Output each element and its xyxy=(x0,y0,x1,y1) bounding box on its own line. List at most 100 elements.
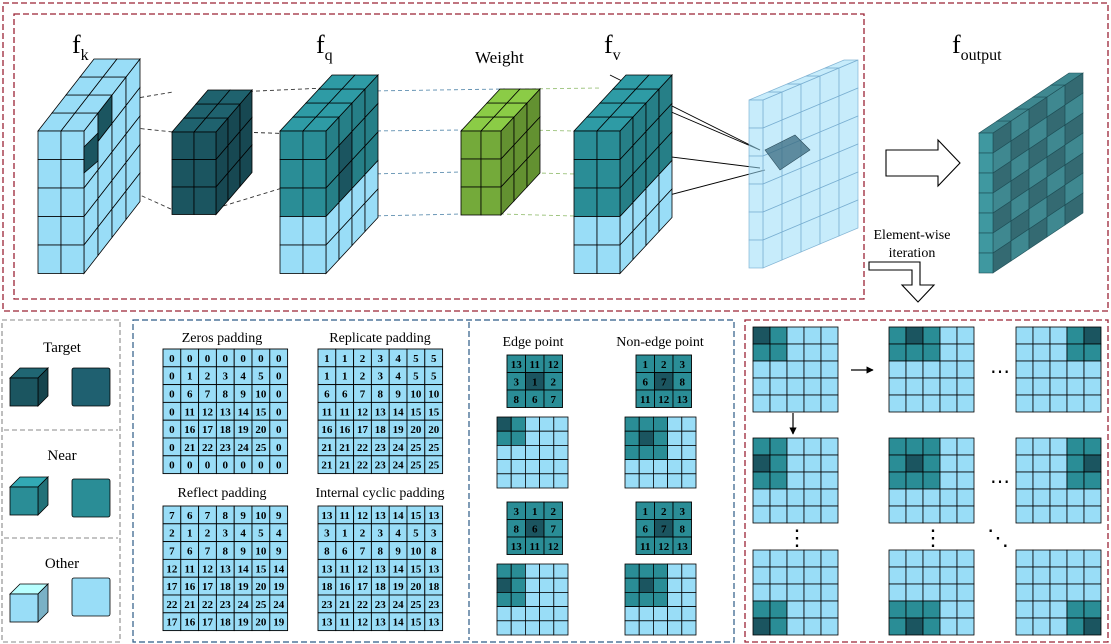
grid-cell-value: 11 xyxy=(184,406,194,418)
grid-cell xyxy=(681,430,697,446)
grid-cell-value: 0 xyxy=(258,460,264,472)
transparent-volume xyxy=(748,59,859,269)
volume-front-cell xyxy=(480,158,502,188)
grid-cell xyxy=(667,473,683,489)
reflect-padding-title: Reflect padding xyxy=(177,486,266,501)
grid-cell-value: 2 xyxy=(205,528,211,540)
grid-cell xyxy=(1083,617,1102,636)
grid-cell xyxy=(624,592,640,608)
grid-cell-value: 10 xyxy=(255,510,267,522)
grid-cell-value: 12 xyxy=(166,563,178,575)
grid-cell xyxy=(553,606,569,622)
grid-cell xyxy=(922,488,941,507)
grid-cell-value: 4 xyxy=(395,371,401,383)
grid-cell xyxy=(681,444,697,460)
grid-cell xyxy=(525,606,541,622)
grid-cell xyxy=(1083,566,1102,585)
grid-cell xyxy=(803,454,822,473)
grid-cell xyxy=(1083,437,1102,456)
grid-cell-value: 9 xyxy=(276,510,282,522)
volume-front-cell xyxy=(302,130,327,160)
grid-cell xyxy=(553,620,569,636)
grid-cell-value: 15 xyxy=(255,563,267,575)
grid-cell-value: 12 xyxy=(357,510,369,522)
grid-cell-value: 0 xyxy=(187,353,193,365)
grid-cell xyxy=(939,505,958,524)
grid-cell xyxy=(905,343,924,362)
grid-cell-value: 14 xyxy=(393,617,405,629)
grid-cell xyxy=(638,592,654,608)
weight-to-fv-line-4 xyxy=(499,213,576,217)
nonedge-point-grid-a: 1 2 36 7 811 12 13 xyxy=(635,354,692,408)
volume-front-cell xyxy=(60,159,85,189)
grid-cell xyxy=(543,389,563,408)
grid-cell-value: 12 xyxy=(548,541,560,553)
grid-cell xyxy=(496,473,512,489)
zeros-padding-title: Zeros padding xyxy=(182,331,262,346)
grid-cell xyxy=(269,455,289,475)
grid-cell-value: 8 xyxy=(680,523,686,535)
grid-cell xyxy=(496,563,512,579)
grid-cell xyxy=(1066,454,1085,473)
grid-cell xyxy=(1083,600,1102,619)
weight-to-fv-line-1 xyxy=(524,87,601,90)
grid-cell xyxy=(624,577,640,593)
grid-cell-value: 0 xyxy=(258,353,264,365)
grid-cell-value: 11 xyxy=(530,541,540,553)
grid-cell-value: 6 xyxy=(643,523,649,535)
volume-front-cell xyxy=(480,186,502,216)
grid-cell xyxy=(956,471,975,490)
grid-cell-value: 3 xyxy=(378,371,384,383)
grid-cell xyxy=(510,473,526,489)
fq-to-weight-line-1 xyxy=(369,88,506,92)
edge-point-map-a xyxy=(496,416,569,489)
grid-cell xyxy=(653,416,669,432)
grid-cell xyxy=(1015,471,1034,490)
grid-cell-value: 0 xyxy=(169,371,175,383)
volume-front-cell xyxy=(596,130,621,160)
grid-cell-value: 13 xyxy=(375,510,387,522)
grid-cell xyxy=(638,620,654,636)
grid-cell xyxy=(424,612,444,632)
grid-cell xyxy=(922,394,941,413)
volume-front-cell xyxy=(978,152,994,174)
grid-cell xyxy=(939,394,958,413)
volume-front-cell xyxy=(596,216,621,246)
grid-cell-value: 13 xyxy=(428,617,440,629)
iter-grid-r2-c2 xyxy=(888,437,975,524)
grid-cell xyxy=(905,377,924,396)
grid-cell-value: 2 xyxy=(551,376,557,388)
grid-cell xyxy=(1066,617,1085,636)
grid-cell xyxy=(939,488,958,507)
grid-cell-value: 19 xyxy=(273,581,285,593)
grid-cell xyxy=(956,394,975,413)
grid-cell-value: 9 xyxy=(395,546,401,558)
grid-cell xyxy=(1032,394,1051,413)
grid-cell xyxy=(752,617,771,636)
grid-cell xyxy=(820,326,839,345)
iter-grid-r1-c3 xyxy=(1015,326,1102,413)
grid-cell xyxy=(769,583,788,602)
grid-cell xyxy=(786,360,805,379)
grid-cell xyxy=(956,583,975,602)
grid-cell xyxy=(667,620,683,636)
grid-cell xyxy=(539,459,555,475)
grid-cell-value: 12 xyxy=(658,541,670,553)
grid-cell xyxy=(820,471,839,490)
grid-cell-value: 13 xyxy=(220,563,232,575)
grid-cell-value: 15 xyxy=(410,406,422,418)
volume-side-cell xyxy=(838,199,859,237)
grid-cell xyxy=(922,326,941,345)
grid-cell xyxy=(539,444,555,460)
zeros-padding-grid: 0 0 0 0 0 0 00 1 2 3 4 5 00 6 7 8 9 10 00 11 12 13 14 15 00 16 17 1… xyxy=(162,348,289,475)
grid-cell xyxy=(667,459,683,475)
volume-front-cell xyxy=(302,244,327,274)
iter-dots-col1: ⋮ xyxy=(786,525,808,550)
grid-cell xyxy=(1032,600,1051,619)
grid-cell-value: 23 xyxy=(321,599,333,611)
grid-cell xyxy=(672,536,692,555)
grid-cell-value: 19 xyxy=(273,617,285,629)
iter-grid-r2-c1 xyxy=(752,437,839,524)
grid-cell xyxy=(1083,326,1102,345)
grid-cell xyxy=(888,583,907,602)
